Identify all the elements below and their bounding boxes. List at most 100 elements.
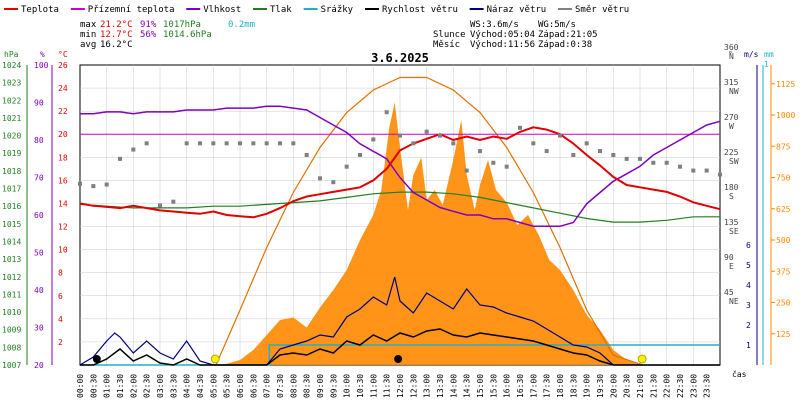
wind-dir-point [624,156,629,161]
time-tick-label: 19:30 [596,374,605,398]
time-tick-label: 11:30 [383,374,392,398]
time-tick-label: 06:30 [249,374,258,398]
celsius-tick-label: 22 [58,107,68,116]
time-tick-label: 13:30 [436,374,445,398]
data-series [78,76,722,366]
celsius-tick-label: 2 [58,338,63,347]
hpa-tick-label: 1008 [2,343,21,352]
wind-dir-point [491,160,496,165]
stat-min-press: 1014.6hPa [163,30,212,40]
wind-dir-point [91,184,96,189]
wind-dir-tick-label: 180 [724,183,739,192]
wind-dir-point [291,141,296,146]
time-tick-label: 05:30 [223,374,232,398]
celsius-tick-label: 26 [58,61,68,70]
stat-max-label: max [80,20,97,30]
wind-dir-point [598,149,602,154]
percent-tick-label: 60 [34,211,44,220]
wind-dir-tick-label: 360 [724,43,739,52]
legend-label: Tlak [270,5,292,15]
stat-min-label: min [80,30,96,40]
radiation-tick-label: 375 [776,267,791,276]
stat-avg-label: avg [80,40,96,50]
wind-dir-point [371,137,376,142]
wind-dir-point [264,141,269,146]
time-tick-label: 01:30 [116,374,125,398]
wind-dir-point [518,125,522,130]
celsius-tick-label: 18 [58,153,68,162]
radiation-tick-label: 625 [776,205,791,214]
time-tick-label: 02:00 [129,374,138,398]
time-tick-label: 12:30 [409,374,418,398]
celsius-tick-label: 12 [58,223,68,232]
hpa-tick-label: 1013 [2,255,21,264]
rain-unit: mm [764,50,774,59]
percent-tick-label: 40 [34,286,44,295]
wind-dir-point [184,141,189,146]
wind-dir-point [718,172,722,177]
wind-speed-tick-label: 3 [746,301,751,310]
sun-marker [210,354,220,364]
percent-tick-label: 20 [34,361,44,370]
percent-tick-label: 100 [34,61,49,70]
percent-tick-label: 50 [34,249,44,258]
wind-speed-unit: m/s [744,50,759,59]
time-tick-label: 14:30 [463,374,472,398]
stats-block: max 21.2°C 91% 1017hPa 0.2mm min 12.7°C … [80,20,255,50]
time-tick-label: 08:00 [289,374,298,398]
radiation-area [80,102,720,365]
wind-dir-point [691,168,696,173]
celsius-tick-label: 10 [58,246,68,255]
sun-set: Západ:21:05 [538,30,598,40]
wind-dir-point [344,164,349,169]
celsius-tick-label: 24 [58,84,68,93]
hpa-tick-label: 1009 [2,326,21,335]
time-tick-label: 03:30 [169,374,178,398]
celsius-tick-label: 6 [58,292,63,301]
wind-dir-tick-label: 270 [724,113,739,122]
percent-unit: % [40,50,45,59]
temperature-line [79,126,721,219]
time-tick-label: 13:00 [423,374,432,398]
axes: 1007100810091010101110121013101410151016… [2,43,795,398]
time-tick-label: 10:30 [356,374,365,398]
time-tick-label: 00:30 [89,374,98,398]
time-tick-label: 16:00 [503,374,512,398]
wind-speed-tick-label: 4 [746,281,751,290]
radiation-tick-label: 500 [776,236,791,245]
percent-tick-label: 70 [34,174,44,183]
time-tick-label: 18:30 [569,374,578,398]
time-tick-label: 01:00 [103,374,112,398]
wind-dir-point [544,149,549,154]
wind-dir-point [304,153,309,157]
time-tick-label: 10:00 [343,374,352,398]
radiation-tick-label: 750 [776,174,791,183]
wind-dir-point [158,203,162,208]
time-tick-label: 21:00 [636,374,645,398]
hpa-tick-label: 1007 [2,361,21,370]
chart-title: 3.6.2025 [371,51,429,65]
hpa-tick-label: 1023 [2,79,21,88]
legend-label: Srážky [321,5,354,15]
wind-dir-point [318,176,322,181]
stat-max-hum: 91% [140,20,157,30]
humidity-line [80,105,721,228]
legend-label: Přízemní teplota [88,5,175,15]
radiation-tick-label: 1125 [776,80,795,89]
time-tick-label: 22:30 [676,374,685,398]
wind-dir-point [451,141,456,146]
stat-avg-temp: 16.2°C [100,40,133,50]
wind-gust-line [79,276,720,366]
hpa-tick-label: 1010 [2,308,21,317]
time-tick-label: 23:00 [689,374,698,398]
celsius-tick-label: 14 [58,199,68,208]
pressure-line [79,191,720,223]
celsius-tick-label: 4 [58,315,63,324]
time-tick-label: 02:30 [143,374,152,398]
celsius-tick-label: 8 [58,269,63,278]
wind-dir-compass-label: SW [729,157,739,166]
hpa-tick-label: 1012 [2,273,21,282]
wind-ws: WS:3.6m/s [470,20,519,30]
wind-dir-tick-label: 45 [724,288,734,297]
